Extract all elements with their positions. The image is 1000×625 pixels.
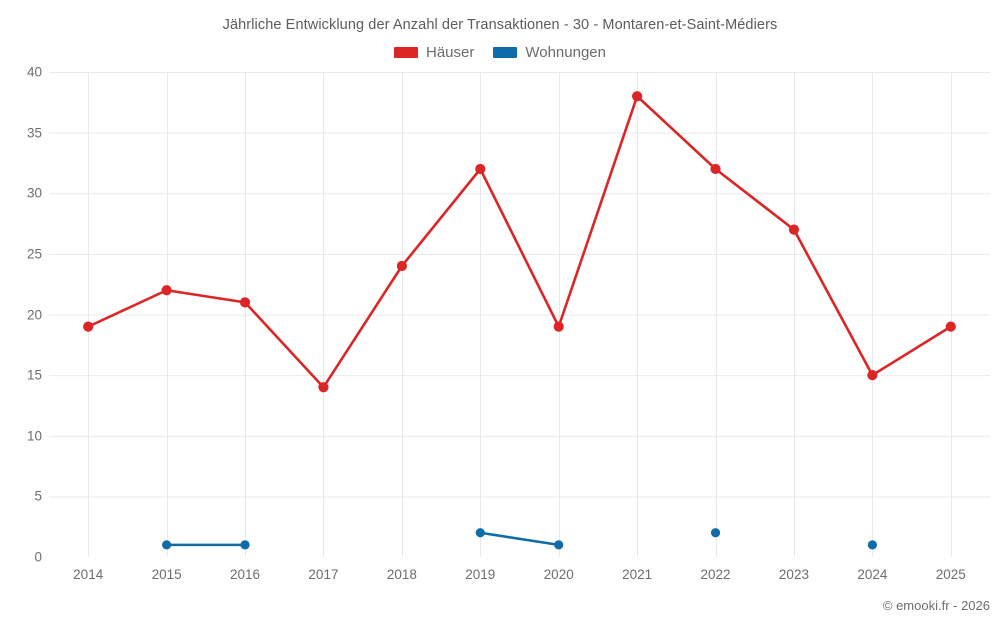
data-point bbox=[162, 540, 172, 550]
data-point bbox=[83, 321, 94, 332]
data-point bbox=[710, 163, 721, 175]
legend-item-hauser[interactable]: Häuser bbox=[394, 44, 474, 61]
y-axis-tick-label: 0 bbox=[34, 549, 42, 565]
grid-lines bbox=[49, 72, 990, 557]
x-axis-tick-label: 2025 bbox=[935, 567, 966, 582]
chart-legend: Häuser Wohnungen bbox=[0, 44, 1000, 61]
x-axis-tick-label: 2014 bbox=[73, 567, 104, 582]
x-axis-tick-label: 2022 bbox=[700, 567, 731, 582]
legend-swatch-wohnungen bbox=[493, 47, 518, 58]
series-häuser bbox=[83, 91, 956, 393]
y-axis-tick-label: 10 bbox=[26, 428, 42, 444]
data-point bbox=[240, 540, 250, 550]
data-point bbox=[945, 321, 956, 332]
data-point bbox=[239, 297, 251, 308]
data-point bbox=[475, 163, 486, 175]
data-point bbox=[554, 540, 564, 550]
y-axis-tick-label: 40 bbox=[26, 64, 42, 80]
y-axis-tick-label: 5 bbox=[34, 488, 42, 504]
data-point bbox=[553, 321, 564, 332]
y-axis-tick-label: 25 bbox=[26, 246, 42, 262]
x-axis-tick-label: 2024 bbox=[857, 567, 888, 582]
data-point bbox=[710, 528, 721, 538]
chart-plot-svg bbox=[49, 72, 990, 557]
x-axis-tick-label: 2019 bbox=[465, 567, 496, 582]
data-point bbox=[475, 528, 485, 538]
x-axis-tick-label: 2023 bbox=[778, 567, 809, 582]
series-line bbox=[478, 531, 561, 547]
legend-label-hauser: Häuser bbox=[426, 44, 475, 61]
data-point bbox=[161, 285, 172, 296]
data-point bbox=[867, 540, 877, 550]
x-axis-tick-label: 2015 bbox=[151, 567, 182, 582]
data-point bbox=[788, 224, 800, 235]
y-axis-tick-label: 35 bbox=[26, 125, 42, 141]
y-axis-tick-label: 30 bbox=[26, 185, 42, 201]
legend-swatch-hauser bbox=[394, 47, 418, 58]
footer-credit: © emooki.fr - 2026 bbox=[882, 598, 990, 613]
x-axis-tick-label: 2017 bbox=[308, 567, 339, 582]
chart-title: Jährliche Entwicklung der Anzahl der Tra… bbox=[222, 17, 778, 33]
x-axis-tick-label: 2020 bbox=[543, 567, 574, 582]
y-axis-tick-label: 20 bbox=[26, 307, 42, 322]
data-point bbox=[318, 382, 329, 393]
data-point bbox=[867, 370, 878, 381]
series-line bbox=[86, 94, 953, 389]
y-axis-tick-label: 15 bbox=[26, 367, 42, 383]
y-axis: 0 5 10 15 20 25 30 35 40 bbox=[0, 65, 42, 565]
x-axis-tick-label: 2021 bbox=[622, 567, 653, 582]
plot-area bbox=[49, 72, 990, 557]
data-point bbox=[396, 260, 407, 272]
x-axis-tick-label: 2016 bbox=[230, 567, 261, 582]
legend-label-wohnungen: Wohnungen bbox=[525, 44, 606, 61]
legend-item-wohnungen[interactable]: Wohnungen bbox=[493, 44, 606, 61]
x-axis-tick-label: 2018 bbox=[386, 567, 417, 582]
series-wohnungen bbox=[162, 528, 877, 550]
data-point bbox=[632, 91, 643, 102]
x-axis: 2014 2015 2016 2017 2018 2019 2020 2021 2022 2023… bbox=[0, 567, 1000, 593]
